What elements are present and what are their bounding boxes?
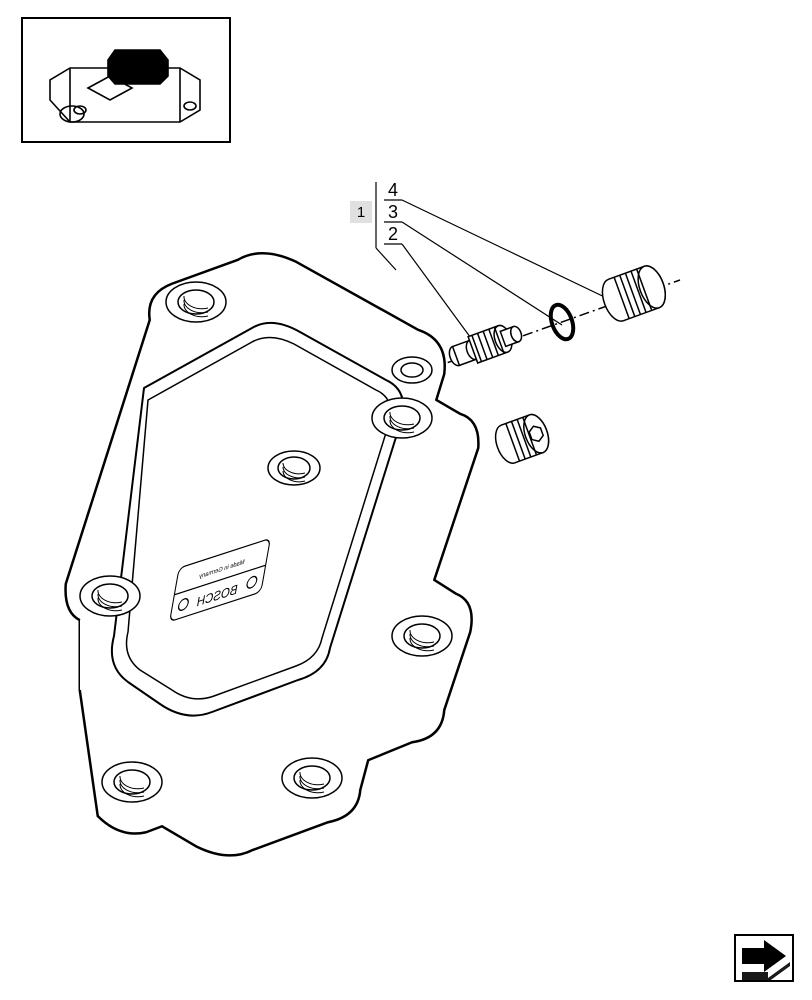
thumbnail-assembly (22, 18, 230, 142)
reference-marker-1: 1 (350, 201, 372, 223)
callout-label-2: 2 (388, 224, 398, 245)
callout-label-3: 3 (388, 202, 398, 223)
reference-marker-label: 1 (357, 204, 365, 221)
callout-leaders (376, 182, 615, 345)
mounting-plate: BOSCH Made in Germany (66, 253, 478, 855)
next-page-arrow-icon[interactable] (734, 934, 794, 982)
callout-label-4: 4 (388, 180, 398, 201)
diagram-canvas: BOSCH Made in Germany (0, 0, 812, 1000)
